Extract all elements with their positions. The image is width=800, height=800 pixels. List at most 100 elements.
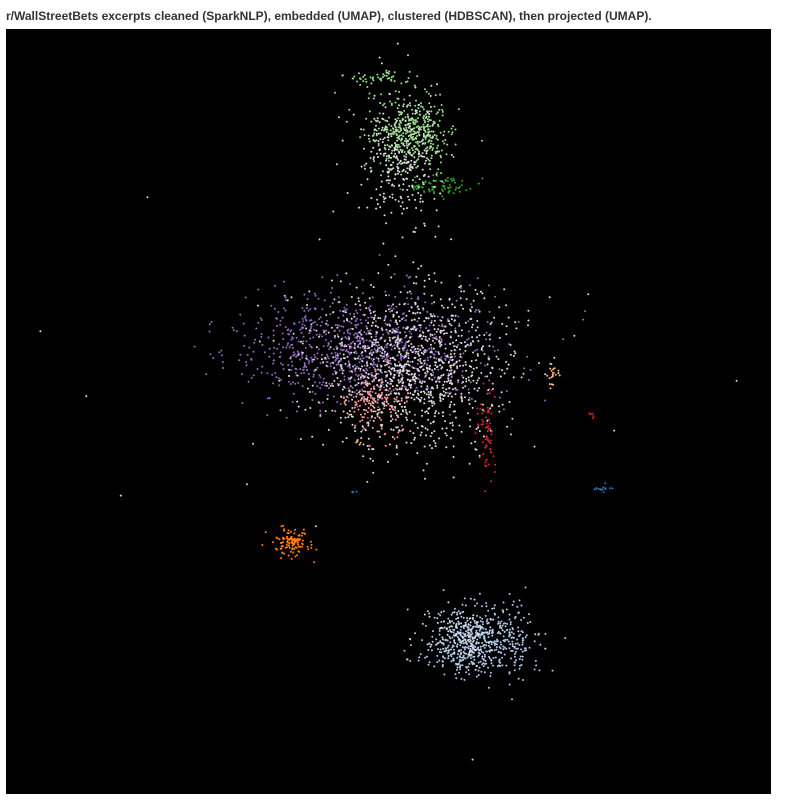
light-blue-cluster-point [441,664,444,666]
pink-cluster-point [391,418,394,421]
noise-center-cluster-point [395,446,398,449]
light-blue-cluster-point [473,662,476,665]
noise-bottom-cluster-point [471,636,474,639]
noise-center-cluster-point [420,425,423,427]
light-orange-cluster-point [549,367,552,370]
purple-cluster-point [467,388,470,391]
noise-center-cluster-point [403,363,406,366]
noise-center-cluster-point [412,367,415,369]
purple-cluster-point [209,353,212,356]
purple-cluster-point [355,309,357,312]
light-green-cluster-point [368,140,371,143]
purple-cluster-point [336,352,339,355]
noise-center-cluster-point [501,322,504,325]
purple-cluster-point [250,376,253,379]
noise-center-cluster-point [384,364,387,367]
noise-center-cluster-point [371,448,374,451]
purple-cluster-point [303,362,306,364]
purple-cluster-point [360,322,363,325]
noise-center-cluster-point [417,267,420,270]
purple-cluster-point [455,299,458,302]
noise-top-cluster-point [384,106,387,109]
noise-top-cluster-point [400,150,403,153]
light-blue-cluster-point [502,601,505,604]
noise-top-cluster-point [365,162,368,165]
green-cluster-point [447,191,450,194]
light-blue-cluster-point [504,622,506,625]
noise-top-cluster-point [402,143,405,146]
light-blue-cluster-point [479,636,481,639]
noise-top-cluster-point [433,185,436,188]
noise-top-cluster-point [405,156,408,158]
noise-center-cluster-point [332,361,335,364]
noise-bottom-cluster-point [534,633,537,636]
purple-cluster-point [343,332,346,335]
noise-center-cluster-point [342,310,344,313]
noise-center-cluster-point [392,429,395,431]
noise-top-cluster-point [387,175,390,178]
noise-center-cluster-point [444,325,446,328]
noise-center-cluster-point [440,304,443,307]
orange-cluster-point [285,543,288,546]
pink-cluster-point [359,393,362,396]
light-blue-cluster-point [501,624,504,627]
pink-cluster-point [391,406,393,409]
noise-top-cluster-point [408,185,411,187]
noise-top-cluster-point [391,193,394,196]
purple-cluster-point [349,282,352,285]
purple-cluster-point [294,382,297,385]
purple-cluster-point [248,346,251,349]
light-blue-cluster-point [513,655,516,658]
purple-cluster-point [498,368,501,371]
noise-center-cluster-point [332,311,335,314]
noise-bottom-cluster-point [458,649,461,652]
light-green-cluster-point [422,123,425,126]
noise-top-cluster-point [381,126,384,129]
noise-top-cluster-point [418,133,421,136]
noise-center-cluster-point [469,310,472,313]
noise-top-cluster-point [408,168,411,171]
noise-top-cluster-point [390,152,393,155]
noise-center-cluster-point [371,343,374,346]
noise-top-cluster-point [397,110,400,113]
light-blue-cluster-point [489,671,492,674]
light-green-cluster-point [396,107,399,110]
orange-cluster-point [280,542,283,545]
light-green-cluster-point [406,113,409,116]
light-blue-cluster-point [467,627,470,629]
light-green-cluster-point [454,143,457,146]
noise-center-cluster-point [417,397,420,400]
noise-center-cluster-point [445,355,448,358]
purple-cluster-point [416,320,419,323]
purple-cluster-point [433,376,436,379]
noise-center-cluster-point [383,404,386,407]
purple-cluster-point [342,314,345,317]
noise-center-cluster-point [402,428,405,431]
noise-center-cluster-point [498,336,501,339]
light-green-cluster-point [445,153,448,156]
noise-center-cluster-point [433,440,435,442]
noise-top-cluster-point [376,152,378,155]
light-blue-cluster-point [457,620,460,623]
noise-bottom-cluster-point [448,620,451,622]
purple-cluster-point [430,346,433,349]
purple-cluster-point [297,381,300,384]
purple-cluster-point [375,356,378,359]
light-green-arm-cluster-point [379,77,382,80]
noise-center-cluster-point [351,391,354,393]
purple-cluster-point [417,296,420,299]
purple-cluster-point [433,333,436,336]
purple-cluster-point [243,344,246,347]
light-green-cluster-point [424,88,426,91]
noise-bottom-cluster-point [467,636,470,638]
purple-cluster-point [350,327,353,330]
light-blue-cluster-point [453,628,456,631]
purple-cluster-point [333,336,336,339]
noise-center-cluster-point [420,382,423,385]
pink-cluster-point [374,392,377,395]
noise-center-cluster-point [339,380,342,383]
pink-cluster-point [362,395,365,398]
purple-cluster-point [292,354,295,357]
noise-center-cluster-point [361,393,364,396]
purple-cluster-point [527,378,530,381]
